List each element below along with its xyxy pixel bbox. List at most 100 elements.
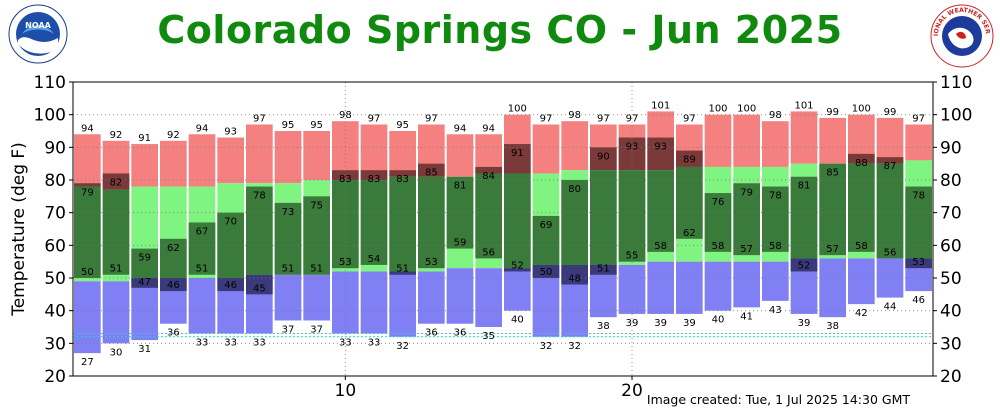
observed-low-label: 53: [425, 257, 438, 268]
record-low-label: 33: [368, 338, 381, 349]
record-low-label: 36: [454, 328, 467, 339]
y-tick-label-right: 50: [940, 269, 962, 289]
record-low-bar: [160, 278, 187, 324]
record-low-label: 27: [81, 357, 94, 368]
observed-in-normal-bar: [475, 173, 502, 259]
record-low-label: 46: [912, 295, 925, 306]
observed-in-normal-bar: [790, 176, 818, 259]
observed-high-label: 78: [253, 191, 266, 202]
record-high-label: 97: [540, 113, 553, 124]
observed-low-label: 47: [138, 277, 151, 288]
record-low-bar: [102, 281, 130, 344]
record-low-label: 42: [855, 308, 868, 319]
record-high-bar: [876, 117, 904, 164]
observed-high-label: 79: [81, 187, 94, 198]
record-high-bar: [131, 144, 158, 187]
y-tick-label-left: 110: [34, 73, 66, 93]
record-high-label: 97: [912, 113, 925, 124]
record-low-label: 40: [511, 315, 524, 326]
nws-logo: NATIONAL WEATHER SERVICE: [927, 0, 994, 68]
observed-in-normal-bar: [676, 166, 703, 239]
record-high-bar: [446, 134, 474, 177]
observed-low-label: 51: [110, 264, 123, 275]
record-high-label: 100: [508, 104, 527, 115]
record-high-label: 101: [794, 100, 813, 111]
record-low-label: 38: [597, 321, 610, 332]
record-low-bar: [389, 271, 416, 337]
observed-above-normal-bar: [389, 170, 416, 177]
record-low-bar: [790, 258, 818, 314]
observed-in-normal-bar: [647, 170, 674, 252]
observed-in-normal-bar: [303, 196, 330, 275]
record-high-label: 97: [253, 113, 266, 124]
observed-above-normal-bar: [590, 147, 617, 171]
observed-above-normal-bar: [360, 170, 388, 180]
record-low-label: 39: [798, 318, 811, 329]
observed-high-label: 83: [368, 174, 381, 185]
observed-above-normal-bar: [618, 137, 646, 171]
record-high-bar: [676, 124, 703, 167]
record-high-bar: [102, 140, 130, 190]
normal-range-bar: [217, 183, 244, 278]
record-high-label: 95: [396, 120, 409, 131]
observed-in-normal-bar: [704, 193, 732, 252]
record-low-bar: [905, 258, 932, 292]
record-high-label: 97: [683, 113, 696, 124]
normal-range-bar: [188, 186, 216, 278]
normal-range-bar: [160, 186, 187, 278]
observed-in-normal-bar: [848, 163, 875, 252]
record-low-bar: [848, 258, 875, 305]
y-tick-label-right: 70: [940, 204, 962, 224]
record-low-bar: [590, 264, 617, 318]
observed-high-label: 93: [654, 142, 667, 153]
observed-high-label: 81: [454, 181, 467, 192]
observed-low-label: 52: [798, 260, 811, 271]
observed-low-label: 50: [81, 267, 94, 278]
observed-in-normal-bar: [246, 186, 273, 275]
observed-below-normal-bar: [246, 274, 273, 295]
observed-above-normal-bar: [102, 173, 130, 190]
normal-range-bar: [532, 173, 560, 265]
observed-high-label: 85: [425, 168, 438, 179]
observed-high-label: 67: [196, 226, 209, 237]
record-high-label: 95: [282, 120, 295, 131]
record-low-bar: [475, 268, 502, 327]
record-high-label: 100: [737, 104, 756, 115]
observed-low-label: 57: [740, 244, 753, 255]
record-low-bar: [131, 278, 158, 341]
y-tick-label-right: 100: [940, 106, 972, 126]
record-high-label: 99: [884, 107, 897, 118]
y-tick-label-right: 80: [940, 171, 962, 191]
observed-low-label: 59: [454, 238, 467, 249]
observed-below-normal-bar: [504, 268, 531, 272]
record-high-bar: [905, 124, 932, 161]
observed-above-normal-bar: [332, 170, 359, 180]
plot-area: [73, 82, 933, 376]
observed-high-label: 75: [310, 200, 323, 211]
observed-high-label: 76: [712, 197, 725, 208]
record-high-bar: [74, 134, 101, 187]
record-low-bar: [332, 271, 359, 334]
record-low-label: 36: [425, 328, 438, 339]
record-high-label: 94: [454, 123, 467, 134]
record-low-label: 32: [540, 341, 553, 352]
record-high-bar: [733, 114, 760, 167]
observed-low-label: 62: [683, 228, 696, 239]
observed-in-normal-bar: [418, 176, 445, 269]
observed-high-label: 78: [769, 191, 782, 202]
normal-range-bar: [848, 163, 875, 259]
record-low-label: 39: [683, 318, 696, 329]
record-high-label: 98: [339, 110, 352, 121]
record-high-bar: [561, 121, 588, 171]
y-tick-label-left: 90: [44, 138, 66, 158]
observed-in-normal-bar: [532, 215, 560, 265]
observed-high-label: 78: [912, 191, 925, 202]
record-high-bar: [274, 131, 302, 184]
normal-range-bar: [733, 166, 760, 262]
normal-range-bar: [446, 176, 474, 269]
normal-range-bar: [246, 183, 273, 275]
y-tick-label-right: 110: [940, 73, 972, 93]
record-low-label: 43: [769, 305, 782, 316]
record-low-bar: [704, 261, 732, 311]
observed-high-label: 82: [110, 177, 123, 188]
